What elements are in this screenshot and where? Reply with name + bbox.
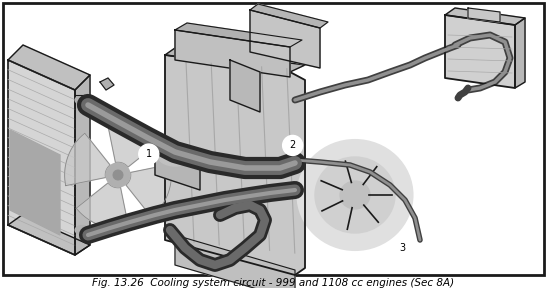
Circle shape [139, 144, 159, 164]
Ellipse shape [75, 226, 89, 234]
Text: 2: 2 [289, 141, 296, 150]
Polygon shape [175, 23, 302, 47]
Polygon shape [165, 48, 305, 72]
Text: 3: 3 [399, 243, 405, 253]
Polygon shape [100, 78, 114, 90]
Polygon shape [75, 75, 90, 255]
Polygon shape [468, 8, 500, 22]
Polygon shape [155, 140, 200, 190]
Circle shape [392, 238, 412, 258]
Polygon shape [445, 15, 515, 88]
Polygon shape [8, 45, 90, 90]
Circle shape [106, 163, 130, 187]
Polygon shape [175, 235, 295, 288]
Circle shape [113, 170, 123, 180]
Polygon shape [65, 133, 110, 186]
Ellipse shape [315, 157, 395, 233]
Polygon shape [515, 18, 525, 88]
Polygon shape [250, 4, 328, 28]
Ellipse shape [298, 140, 412, 250]
Ellipse shape [340, 181, 370, 209]
Circle shape [283, 135, 302, 156]
Polygon shape [76, 183, 129, 228]
Polygon shape [10, 130, 60, 235]
Polygon shape [8, 60, 75, 255]
Text: Fig. 13.26  Cooling system circuit - 999 and 1108 cc engines (Sec 8A): Fig. 13.26 Cooling system circuit - 999 … [92, 278, 454, 288]
Ellipse shape [75, 96, 89, 105]
Polygon shape [126, 164, 171, 217]
Polygon shape [165, 55, 305, 275]
Polygon shape [107, 122, 160, 167]
Polygon shape [175, 30, 290, 77]
Polygon shape [250, 10, 320, 68]
Text: 1: 1 [146, 149, 152, 159]
Polygon shape [230, 60, 260, 112]
Polygon shape [445, 8, 525, 25]
Ellipse shape [169, 151, 181, 159]
Polygon shape [8, 215, 90, 255]
Ellipse shape [158, 144, 193, 166]
